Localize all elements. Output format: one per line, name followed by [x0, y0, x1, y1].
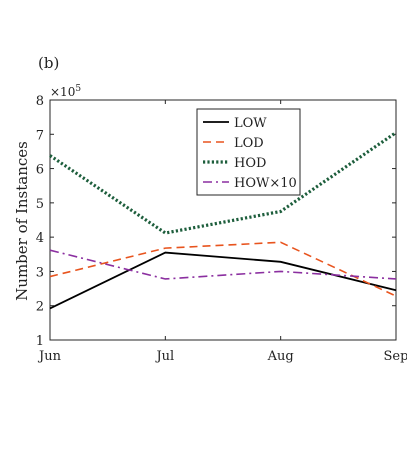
legend-label: LOW	[234, 116, 267, 131]
legend-box	[196, 108, 301, 196]
legend-label: HOW×10	[234, 176, 297, 191]
series-line-hod	[49, 131, 397, 235]
legend-label: HOD	[234, 156, 266, 171]
plot-area-frame	[49, 99, 397, 341]
series-line-lod	[49, 241, 397, 297]
y-tick-label: 5	[36, 197, 44, 212]
y-tick-label: 4	[36, 231, 44, 246]
y-multiplier-label: ×105	[50, 84, 81, 99]
x-tick-label: Sep	[384, 349, 407, 364]
y-tick-label: 3	[36, 265, 44, 280]
y-tick-label: 6	[36, 163, 44, 178]
series-line-how-10	[49, 249, 397, 280]
y-tick-label: 1	[36, 334, 44, 349]
panel-label: (b)	[38, 54, 59, 72]
x-tick-label: Jun	[37, 349, 62, 364]
y-tick-label: 8	[36, 94, 44, 109]
y-tick-label: 2	[36, 300, 44, 315]
series-line-low	[49, 251, 397, 310]
y-tick-label: 7	[36, 128, 44, 143]
legend-label: LOD	[234, 136, 264, 151]
x-tick-label: Aug	[267, 349, 294, 364]
legend: LOW LOD HOD HOW×10	[196, 108, 301, 196]
y-axis-label: Number of Instances	[13, 141, 31, 301]
axes-group: 1 2 3 4 5 6 7 8 Jun Jul Aug Sep	[36, 94, 407, 364]
x-tick-label: Jul	[154, 349, 174, 364]
series-group	[49, 131, 397, 310]
